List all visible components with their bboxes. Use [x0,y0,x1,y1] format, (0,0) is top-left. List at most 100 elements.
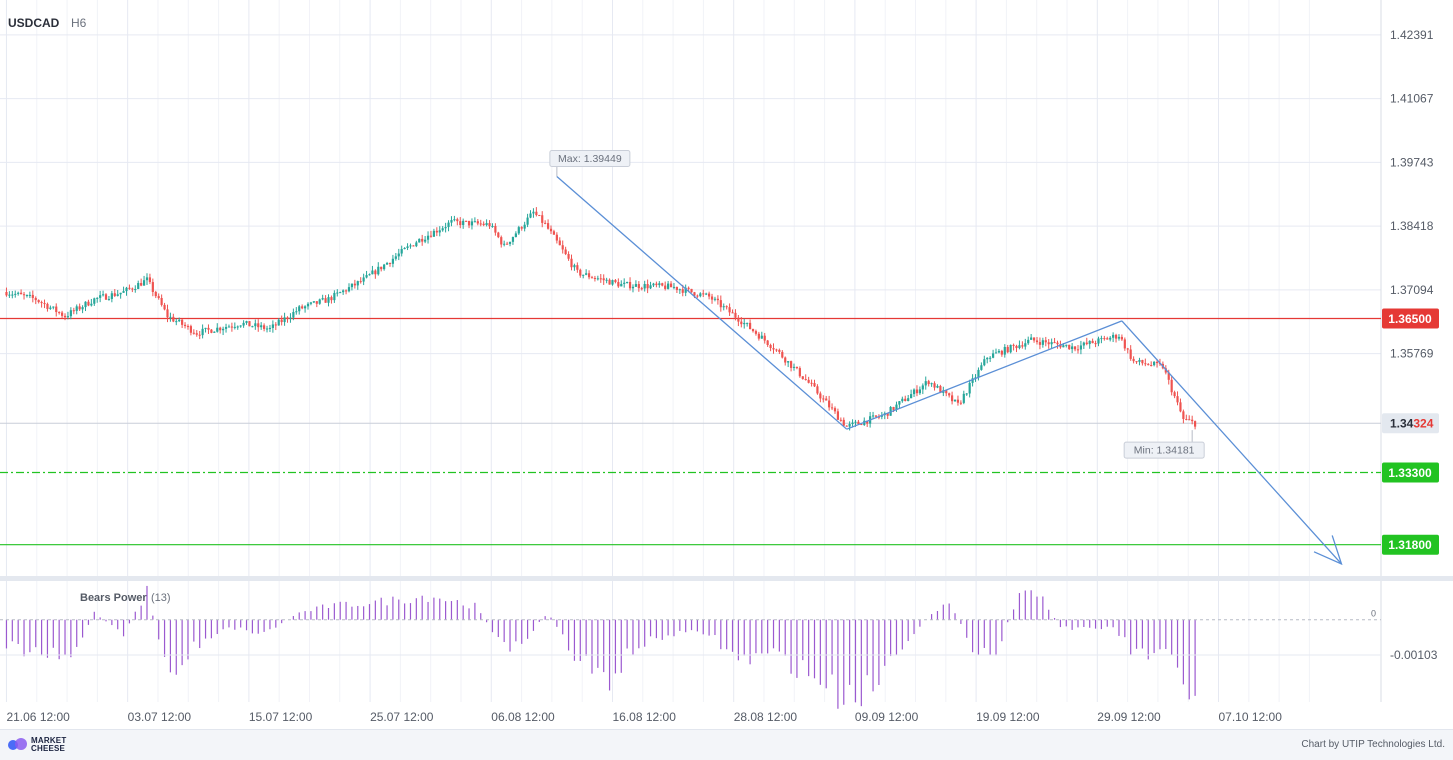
candle-body [81,307,84,310]
candle-body [813,383,816,387]
candle-body [757,333,760,339]
candle-body [1012,344,1015,346]
bears-power-panel[interactable]: Bears Power (13) 0 -0.00103 [0,585,1438,709]
candle-body [1188,419,1191,421]
candle-body [866,420,869,424]
candle-body [933,383,936,388]
candle-body [315,301,318,304]
candle-body [532,211,535,214]
trendline [846,320,1123,430]
candle-body [658,283,661,286]
candle-body [1167,372,1170,380]
extreme-label: Max: 1.39449 [558,153,622,165]
candle-body [441,228,444,231]
candle-body [696,295,699,297]
candle-body [851,422,854,425]
candle-body [242,322,245,326]
candle-body [1100,338,1103,340]
candle-body [58,312,61,314]
candle-body [1103,338,1106,340]
candle-body [353,283,356,286]
candle-body [1003,346,1006,355]
trendline-arrowhead [1313,535,1343,566]
candle-body [110,293,113,299]
candle-body [684,287,687,293]
candle-body [456,219,459,222]
candle-body [1193,421,1197,427]
price-panel[interactable]: USDCAD H6 Max: 1.39449 Min: 1.34181 [0,16,1381,566]
market-cheese-logo[interactable]: MARKET CHEESE [8,736,66,754]
candle-body [488,223,491,227]
candle-body [986,357,989,360]
candle-body [1053,342,1056,344]
candle-body [312,301,315,303]
candle-body [374,270,377,275]
candle-body [201,328,204,336]
candle-body [1038,342,1042,345]
panel-separator[interactable] [0,576,1453,581]
candle-body [403,247,406,250]
candle-body [769,344,772,349]
candle-body [544,222,547,224]
candle-body [1141,360,1144,364]
candle-body [1191,419,1194,422]
logo-line2: CHEESE [31,744,66,753]
time-axis[interactable]: 21.06 12:00 03.07 12:00 15.07 12:00 25.07 1… [6,710,1282,724]
candle-body [705,293,708,295]
candle-body [681,289,684,293]
candle-body [424,239,427,242]
candle-body [175,321,178,323]
current-price-label: 1.34324 [1390,417,1434,431]
candle-body [20,292,23,295]
candle-body [230,326,233,328]
candle-body [643,284,646,289]
candle-body [151,282,154,292]
candlesticks [5,207,1197,431]
candle-body [763,335,766,341]
candle-body [1135,361,1138,363]
candle-body [1112,334,1115,338]
candle-body [37,300,40,303]
price-axis[interactable]: 1.42391 1.41067 1.39743 1.38418 1.37094 1.357… [1382,28,1439,555]
candle-body [101,294,105,296]
candle-body [388,262,392,264]
candle-body [789,361,793,368]
x-tick-label: 09.09 12:00 [855,710,919,724]
candle-body [189,326,193,333]
candle-body [567,254,570,259]
candle-body [552,231,556,235]
candle-body [792,366,796,368]
candle-body [1041,340,1044,345]
candle-body [570,258,573,268]
candle-body [845,425,848,427]
candle-body [953,399,957,402]
candle-body [96,297,99,299]
candle-body [280,319,283,323]
candle-body [871,415,875,417]
candle-body [590,277,594,279]
candle-body [520,227,523,229]
candle-body [778,349,781,352]
candle-body [526,217,529,225]
candle-body [52,306,55,308]
candle-body [400,249,403,254]
candle-body [795,366,799,369]
candle-body [415,242,418,247]
candle-body [368,274,371,276]
candle-body [980,365,983,370]
candle-body [169,316,172,318]
candle-body [84,301,87,308]
level-tag [1382,534,1439,555]
candle-body [549,228,553,232]
symbol-label: USDCAD [8,16,60,30]
candle-body [874,415,878,417]
candle-body [438,230,441,233]
candle-body [28,294,31,296]
candle-body [898,401,901,405]
candle-body [833,408,837,412]
candle-body [336,292,339,294]
candle-body [344,290,348,292]
candle-body [265,328,269,330]
candle-body [731,312,734,314]
extreme-box [1123,441,1205,459]
